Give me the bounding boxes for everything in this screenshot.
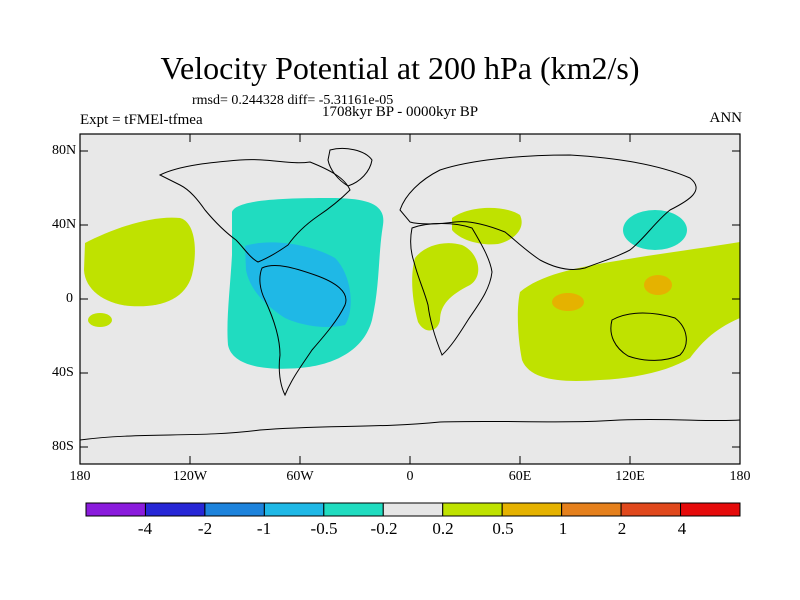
colorbar-label: -0.2 (370, 519, 398, 538)
season-label: ANN (709, 110, 743, 126)
contour-east-pacific-positive (84, 217, 195, 307)
colorbar-box (204, 502, 265, 517)
coast-eurasia (399, 154, 697, 271)
axis-ticks (80, 134, 740, 464)
contour-maritime-core (644, 275, 672, 295)
lon-label-180w: 180 (69, 469, 91, 484)
colorbar-box (442, 502, 503, 517)
colorbar-box (382, 502, 444, 517)
contour-sw-pacific-positive (88, 313, 112, 327)
colorbar-box (680, 502, 741, 517)
lat-label-40n: 40N (52, 217, 77, 232)
colorbar-label: 4 (677, 519, 687, 538)
colorbar-label: -0.5 (310, 519, 338, 538)
contour-nw-pacific-negative (623, 210, 687, 250)
lon-label-60w: 60W (286, 469, 314, 484)
colorbar-box (85, 502, 146, 517)
coast-greenland (327, 147, 373, 187)
colorbar-box (561, 502, 622, 517)
lat-label-80n: 80N (52, 143, 77, 158)
lat-label-80s: 80S (52, 439, 74, 454)
colorbar-box (144, 502, 206, 517)
contour-indian-ocean-core (552, 293, 584, 311)
contour-atlantic-negative-core (245, 242, 351, 328)
colorbar-label: -4 (137, 519, 153, 538)
lon-label-0: 0 (406, 469, 414, 484)
colorbar (85, 502, 741, 517)
colorbar-box (263, 502, 325, 517)
contour-fields (84, 198, 740, 381)
colorbar-label: -1 (256, 519, 272, 538)
colorbar-label: 0.2 (432, 519, 454, 538)
colorbar-label: 1 (558, 519, 568, 538)
coastlines (80, 147, 740, 441)
lon-label-180e: 180 (729, 469, 751, 484)
chart-title: Velocity Potential at 200 hPa (km2/s) (160, 50, 640, 86)
contour-indo-pacific-positive (517, 242, 740, 381)
colorbar-box (323, 502, 384, 517)
lat-label-40s: 40S (52, 365, 74, 380)
lon-label-120e: 120E (615, 469, 645, 484)
coast-australia (610, 312, 687, 361)
lon-label-60e: 60E (508, 469, 532, 484)
colorbar-box (620, 502, 682, 517)
coast-south-america (259, 265, 347, 397)
colorbar-label: 0.5 (492, 519, 514, 538)
coast-antarctica (80, 418, 740, 441)
lat-label-0: 0 (66, 291, 73, 306)
coast-north-america (158, 159, 351, 263)
colorbar-box (501, 502, 563, 517)
stats-text: rmsd= 0.244328 diff= -5.31161e-05 (192, 93, 394, 108)
colorbar-label: 2 (617, 519, 627, 538)
lon-label-120w: 120W (172, 469, 208, 484)
period-label: 1708kyr BP - 0000kyr BP (322, 104, 479, 120)
colorbar-label: -2 (197, 519, 213, 538)
coast-africa (410, 223, 493, 356)
experiment-label: Expt = tFMEl-tfmea (80, 112, 203, 128)
